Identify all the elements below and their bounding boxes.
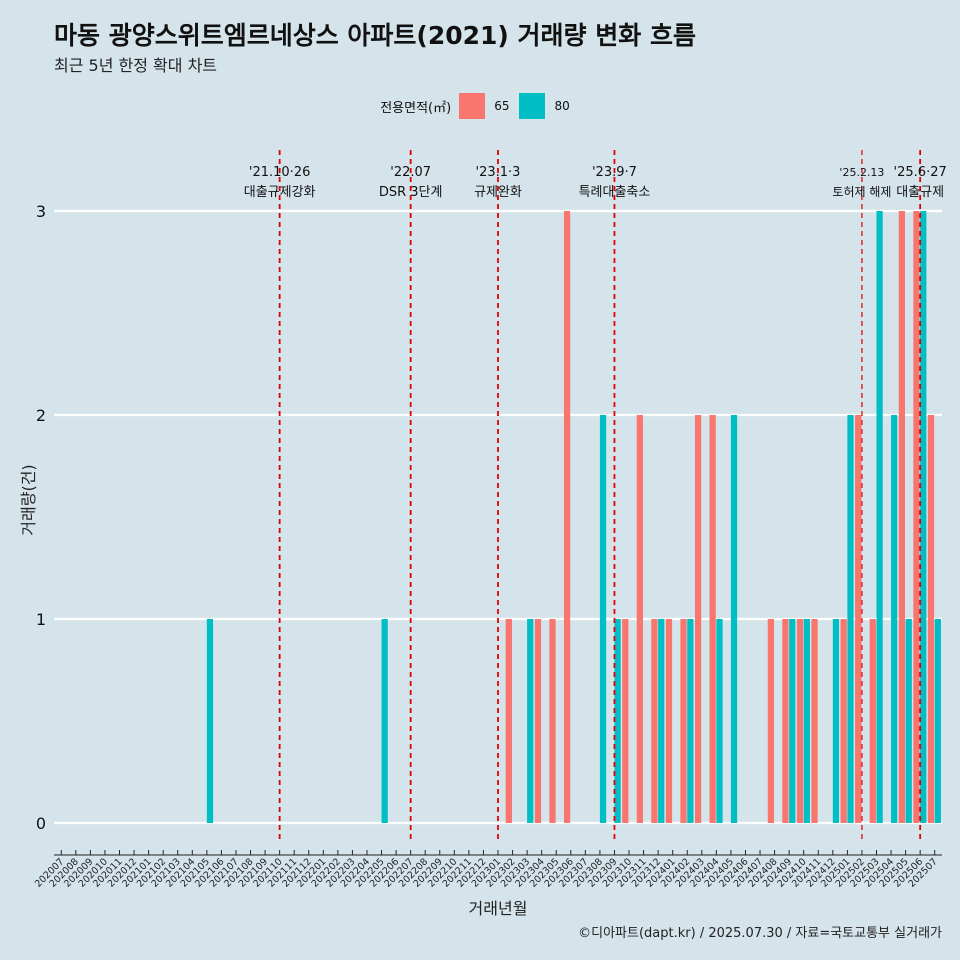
legend-item-65: 65 [459,93,509,119]
bar-65 [709,415,716,823]
bar-65 [651,619,658,823]
chart-subtitle: 최근 5년 한정 확대 차트 [54,56,218,75]
bar-65 [782,619,789,823]
bar-65 [694,415,702,823]
bar-80 [687,619,694,823]
bar-65 [534,619,542,823]
bar-65 [665,619,673,823]
bar-80 [934,619,941,823]
chart-caption: ©디아파트(dapt.kr) / 2025.07.30 / 자료=국토교통부 실… [578,926,942,941]
event-date: '25.6·27 [894,165,947,180]
bar-65 [927,415,935,823]
bar-65 [680,619,687,823]
bar-65 [505,619,512,823]
legend-label-80: 80 [554,99,570,113]
legend: 전용면적(㎡) 65 80 [0,93,960,119]
event-label: 특례대출축소 [579,185,651,200]
bar-80 [614,619,621,823]
bar-65 [869,619,876,823]
event-date: '25.2.13 [839,166,884,179]
bar-80 [905,619,912,823]
bar-65 [563,211,571,823]
y-tick-label: 0 [36,814,46,833]
bar-80 [920,211,927,823]
bar-65 [767,619,774,823]
legend-swatch-65 [459,93,486,119]
bar-65 [622,619,629,823]
bar-80 [803,619,810,823]
bar-65 [855,415,862,823]
event-date: '21.10·26 [249,165,310,180]
bar-65 [549,619,556,823]
chart-title: 마동 광양스위트엠르네상스 아파트(2021) 거래량 변화 흐름 [54,21,696,50]
bar-80 [381,619,388,823]
event-label: 대출규제 [896,185,944,200]
bar-80 [527,619,534,823]
bar-65 [636,415,643,823]
bar-65 [840,619,847,823]
bar-80 [716,619,723,823]
y-axis-title: 거래량(건) [19,464,38,535]
y-tick-label: 3 [36,202,46,221]
event-label: 대출규제강화 [244,185,316,200]
legend-title: 전용면적(㎡) [380,100,452,116]
event-date: '23.9·7 [592,165,637,180]
bar-65 [913,211,920,823]
event-label: 규제완화 [474,185,522,200]
legend-item-80: 80 [519,93,570,119]
bar-80 [599,415,607,823]
legend-swatch-80 [519,93,546,119]
bar-80 [730,415,738,823]
bar-65 [811,619,818,823]
bar-80 [876,211,883,823]
event-date: '23.1·3 [476,165,521,180]
event-label: 토허제 해제 [832,185,891,199]
bar-80 [206,619,214,823]
y-tick-label: 2 [36,406,46,425]
bar-80 [658,619,665,823]
bar-65 [796,619,804,823]
bar-80 [847,415,854,823]
bar-65 [898,211,906,823]
x-axis-title: 거래년월 [469,899,528,918]
y-tick-label: 1 [36,610,46,629]
event-label: DSR 3단계 [379,185,443,200]
bar-80 [832,619,840,823]
bar-80 [789,619,796,823]
event-date: '22.07 [390,165,431,180]
bar-80 [891,415,898,823]
legend-label-65: 65 [494,99,510,113]
